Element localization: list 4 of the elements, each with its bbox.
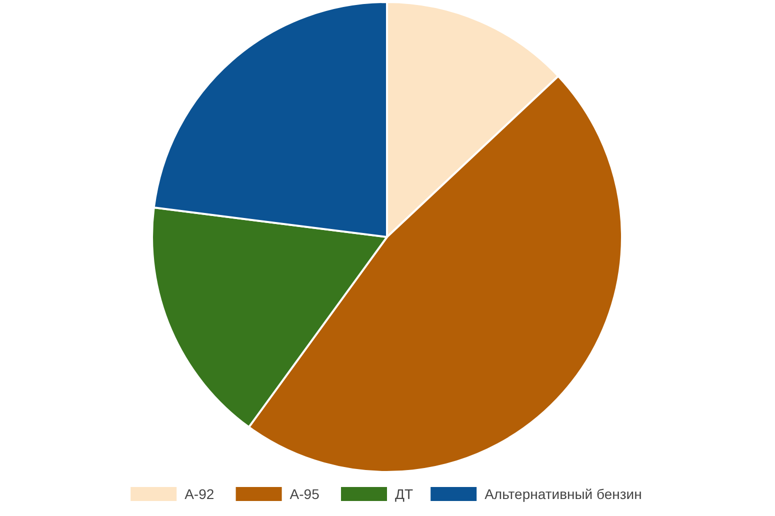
- legend-label: Альтернативный бензин: [484, 486, 642, 502]
- legend-label: ДТ: [395, 486, 414, 502]
- legend-label: А-92: [184, 486, 214, 502]
- legend-label: А-95: [290, 486, 320, 502]
